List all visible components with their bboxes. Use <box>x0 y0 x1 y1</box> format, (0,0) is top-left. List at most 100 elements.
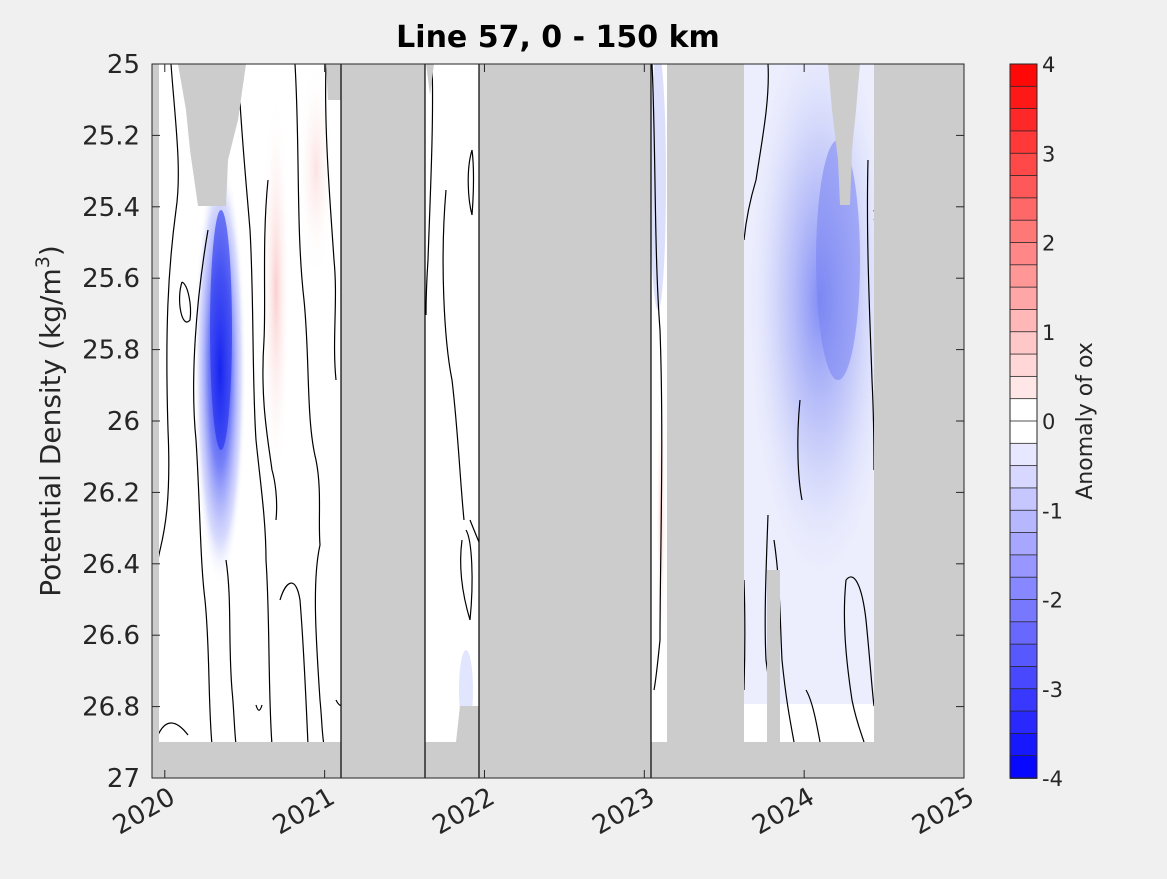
no-data-region <box>341 64 425 778</box>
colorbar-level <box>1009 732 1038 757</box>
contour-line <box>255 704 263 711</box>
y-tick-label: 25.2 <box>82 121 140 151</box>
chart-title: Line 57, 0 - 150 km <box>396 20 720 55</box>
no-data-region <box>450 706 479 778</box>
colorbar <box>1009 63 1038 779</box>
colorbar-level <box>1009 688 1038 712</box>
no-data-region <box>874 64 964 778</box>
colorbar-level <box>1009 309 1038 333</box>
colorbar-level <box>1009 621 1038 646</box>
colorbar-level <box>1009 264 1038 289</box>
contour-line <box>157 722 189 736</box>
colorbar-tick-label: 1 <box>1042 321 1055 345</box>
no-data-region <box>828 64 860 205</box>
colorbar-tick-label: -3 <box>1042 678 1063 702</box>
colorbar-level <box>1009 175 1038 199</box>
contour-line <box>425 64 434 316</box>
contour-line <box>262 179 278 521</box>
colorbar-tick-label: -2 <box>1042 589 1063 613</box>
colorbar-level <box>1009 108 1038 132</box>
colorbar-tick-label: 2 <box>1042 232 1055 256</box>
contour-line <box>225 559 237 746</box>
colorbar-level <box>1009 63 1038 88</box>
colorbar-level <box>1009 465 1038 489</box>
colorbar-level <box>1009 755 1038 779</box>
colorbar-level <box>1009 509 1038 534</box>
y-axis: 25 25.2 25.4 25.6 25.8 26 26.2 26.4 26.6 26.8 27 <box>82 50 964 794</box>
x-tick-label: 2021 <box>268 782 340 841</box>
colorbar-level <box>1009 554 1038 579</box>
y-tick-label: 25.8 <box>82 336 140 366</box>
contour-line <box>797 399 803 501</box>
colorbar-tick-label: -1 <box>1042 499 1063 523</box>
contour-line <box>843 579 865 743</box>
y-axis-label: Potential Density (kg/m3) <box>32 245 67 597</box>
no-data-region <box>479 64 651 778</box>
x-tick-label: 2022 <box>428 782 500 841</box>
no-data-region <box>426 64 434 95</box>
no-data-region <box>152 64 159 744</box>
x-tick-label: 2025 <box>907 782 979 841</box>
contour-line <box>442 189 465 521</box>
colorbar-level <box>1009 152 1038 177</box>
y-tick-label: 25.4 <box>82 193 140 223</box>
colorbar-tick-label: -4 <box>1042 767 1063 791</box>
contour-line <box>460 529 473 621</box>
anomaly-2020-positive-band <box>262 90 290 490</box>
contour-line <box>294 64 321 546</box>
colorbar-tick-label: 3 <box>1042 142 1055 166</box>
colorbar-level <box>1009 353 1038 378</box>
y-tick-label: 26.4 <box>82 550 140 580</box>
colorbar-tick-label: 0 <box>1042 410 1055 434</box>
no-data-region <box>178 64 246 206</box>
contour-line <box>805 689 821 743</box>
contour-line <box>467 149 475 216</box>
contour-line <box>314 544 325 746</box>
colorbar-level <box>1009 375 1038 400</box>
colorbar-label: Anomaly of ox <box>1073 342 1098 500</box>
contour-line <box>743 64 769 241</box>
colorbar-level <box>1009 420 1038 445</box>
contour-line <box>651 64 663 691</box>
anomaly-2020-minimum-core <box>210 210 232 450</box>
y-tick-label: 26.8 <box>82 693 140 723</box>
colorbar-level <box>1009 242 1038 266</box>
colorbar-level <box>1009 576 1038 601</box>
colorbar-ticks: 4 3 2 1 0 -1 -2 -3 -4 <box>1042 53 1063 791</box>
anomaly-2020-positive-band-2 <box>298 64 334 280</box>
colorbar-tick-label: 4 <box>1042 53 1055 77</box>
colorbar-level <box>1009 331 1038 355</box>
colorbar-level <box>1009 398 1038 422</box>
contour-line <box>279 582 309 746</box>
y-tick-label: 26 <box>107 407 140 437</box>
no-data-region <box>326 64 341 100</box>
colorbar-level <box>1009 130 1038 155</box>
colorbar-level <box>1009 532 1038 556</box>
contour-line <box>193 229 213 746</box>
y-tick-label: 25 <box>107 50 140 80</box>
contour-line <box>237 64 273 746</box>
y-tick-label: 26.6 <box>82 621 140 651</box>
no-data-regions <box>152 64 964 778</box>
colorbar-level <box>1009 666 1038 690</box>
y-axis-label-text: Potential Density (kg/m <box>34 268 67 597</box>
colorbar-level <box>1009 286 1038 311</box>
contour-line <box>866 159 875 471</box>
y-tick-label: 25.6 <box>82 264 140 294</box>
colorbar-level <box>1009 643 1038 668</box>
colorbar-level <box>1009 710 1038 735</box>
x-tick-label: 2023 <box>588 782 660 841</box>
zero-contours <box>157 64 877 746</box>
colorbar-level <box>1009 219 1038 244</box>
contour-line <box>743 579 746 691</box>
colorbar-level <box>1009 85 1038 110</box>
colorbar-level <box>1009 442 1038 467</box>
y-tick-label: 27 <box>107 764 140 794</box>
no-data-region <box>767 570 780 742</box>
contour-line <box>325 64 337 381</box>
no-data-region <box>652 742 667 778</box>
y-axis-label-superscript: 3 <box>32 256 54 268</box>
colorbar-level <box>1009 197 1038 222</box>
